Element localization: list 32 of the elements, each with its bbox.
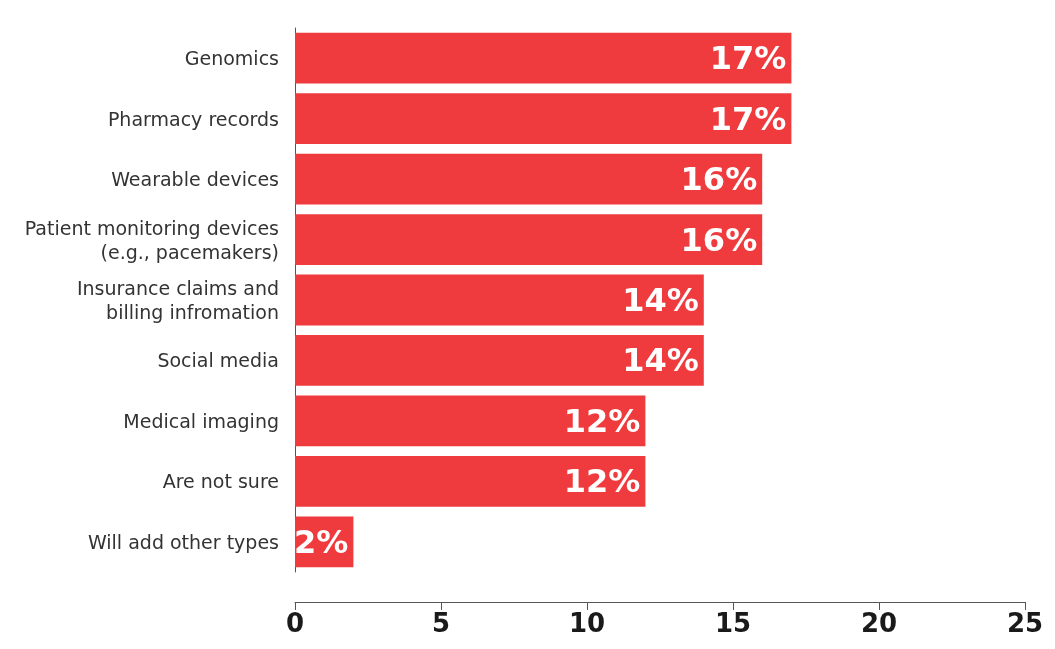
bar — [295, 455, 646, 507]
data-label: 12% — [563, 462, 641, 501]
y-tick-label: Social media — [157, 349, 279, 372]
data-label: 17% — [709, 39, 787, 78]
data-label: 17% — [709, 99, 787, 138]
data-label: 16% — [680, 160, 758, 199]
y-tick-label: Genomics — [184, 47, 279, 70]
x-tick-label: 25 — [1006, 608, 1044, 638]
bar — [295, 153, 763, 205]
x-tick-label: 0 — [285, 608, 305, 638]
bar — [295, 214, 763, 265]
y-tick-label: Will add other types — [87, 530, 279, 553]
data-label: 2% — [294, 522, 349, 561]
x-tick-label: 5 — [431, 608, 451, 638]
x-tick-label: 20 — [860, 608, 898, 638]
bar — [295, 93, 792, 145]
x-tick-label: 15 — [714, 608, 752, 638]
y-tick-label: Insurance claims and billing infromation — [76, 277, 279, 323]
y-tick-label: Patient monitoring devices (e.g., pacemakers) — [24, 216, 279, 263]
data-label: 14% — [622, 281, 699, 319]
bar — [295, 32, 792, 84]
data-label: 16% — [680, 220, 758, 259]
y-tick-label: Medical imaging — [123, 409, 279, 432]
x-tick-label: 10 — [568, 608, 606, 638]
y-tick-label: Wearable devices — [111, 168, 279, 191]
y-tick-label: Pharmacy records — [107, 107, 279, 130]
data-label: 14% — [622, 341, 699, 380]
y-tick-label: Are not sure — [162, 470, 279, 493]
bar — [295, 395, 646, 447]
data-label: 12% — [563, 401, 641, 440]
bar — [295, 274, 704, 326]
bar — [295, 335, 704, 386]
